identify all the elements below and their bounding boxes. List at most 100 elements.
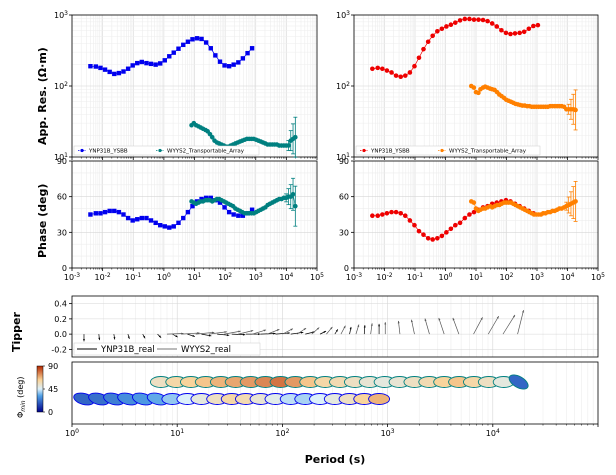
phase-axis-label: Phase (deg)	[36, 184, 49, 258]
text-layer: App. Res. (Ω·m) Phase (deg) Tipper Perio…	[10, 47, 365, 466]
colorbar-tick-label: 0	[48, 408, 53, 417]
app-res-yx-series-orange	[468, 83, 578, 131]
tipper-arrowhead	[384, 322, 387, 325]
tipper-arrow	[517, 310, 524, 335]
tipper-arrow	[411, 319, 415, 335]
tipper-arrow	[487, 315, 500, 335]
pt-tick-label: 103	[381, 428, 395, 438]
app-res-yx-data-point	[398, 74, 404, 80]
period-axis-label: Period (s)	[305, 453, 366, 466]
app-res-yx-data-point	[471, 17, 477, 22]
tipper-arrowhead	[98, 337, 101, 341]
app-res-yx-data-point	[393, 73, 399, 78]
phase-yx-series-orange	[468, 181, 578, 222]
phase-yx-tick-label: 105	[591, 272, 605, 282]
tipper-arrowhead	[335, 329, 338, 332]
tipper-series-1	[166, 310, 524, 335]
phase-xy-tick-label: 10-2	[95, 272, 111, 282]
phase-xy-ytick-label: 30	[57, 228, 67, 237]
tipper-arrowhead	[175, 335, 178, 338]
tipper-arrow	[424, 318, 430, 335]
legend-box	[73, 145, 260, 156]
pt-tick-label: 104	[486, 428, 500, 438]
app-res-xy-data-point	[153, 62, 158, 67]
app-res-xy-data-point	[144, 60, 149, 66]
app-res-xy-data-point	[88, 64, 93, 69]
tipper-series-0	[83, 323, 381, 342]
tipper-arrowhead	[343, 325, 346, 329]
phase-yx-data-point	[457, 220, 463, 226]
phase-yx-tick-label: 101	[469, 272, 483, 282]
tipper-arrow	[166, 333, 184, 335]
app-res-yx-data-point	[375, 65, 381, 71]
phase-yx-data-point	[393, 209, 399, 215]
phase-xy-data-point	[222, 205, 227, 210]
app-res-yx-ytick-label: 101	[336, 152, 350, 162]
tipper-arrowhead	[143, 335, 146, 339]
phase-yx-ytick-label: 60	[339, 193, 349, 202]
phase-xy-data-point	[139, 215, 144, 221]
phase-xy-data-point	[208, 195, 213, 201]
phase-xy-data-point	[121, 212, 126, 217]
app-res-yx-data-point	[407, 70, 413, 75]
app-res-yx-data-point	[370, 66, 375, 72]
phase-yx-data-point	[375, 213, 381, 218]
tipper-arrowhead	[323, 331, 327, 334]
phase-yx-data-point	[412, 222, 417, 228]
legend-entry: YNP31B_YSBB	[88, 149, 128, 155]
phase-xy-data-point	[181, 215, 186, 221]
phase-xy-ytick-label: 60	[57, 193, 67, 202]
app-res-xy-ytick-label: 101	[54, 152, 68, 162]
app-res-yx-data-point	[480, 17, 486, 23]
app-res-yx-series-red	[370, 16, 541, 80]
app-res-xy-data-point	[245, 50, 250, 56]
app-res-yx-series-line	[372, 18, 538, 78]
tipper-arrowhead	[242, 333, 246, 336]
app-res-xy-data-point	[181, 42, 186, 48]
phase-xy-data-point	[98, 211, 103, 216]
legend-box	[355, 145, 541, 156]
app-res-xy-ytick-label: 103	[54, 10, 68, 20]
app-res-yx-data-point	[425, 39, 431, 45]
tipper-arrow	[208, 331, 227, 335]
app-res-yx-data-point	[485, 18, 490, 24]
pt-tick-label: 100	[65, 428, 79, 438]
phase-xy-data-point	[102, 209, 108, 215]
app-res-xy-ytick-label: 102	[54, 81, 68, 91]
tipper-arrowhead	[522, 310, 524, 313]
app-res-xy-data-point	[162, 58, 167, 63]
tipper-arrowhead	[349, 326, 352, 330]
phase-xy-data-point	[236, 213, 241, 218]
app-res-yx-data-point	[471, 85, 477, 90]
phase-yx-series-line	[372, 199, 534, 240]
phase-yx-data-point	[430, 237, 435, 242]
app-res-xy-data-point	[139, 59, 144, 65]
legend-entry: YNP31B_YSBB	[370, 149, 410, 155]
app-res-yx-data-point	[430, 33, 435, 39]
phase-xy-tick-label: 104	[279, 272, 293, 282]
phase-xy-data-point	[162, 224, 167, 229]
phase-xy-data-point	[158, 223, 163, 228]
tipper-arrowhead	[273, 332, 276, 335]
phase-xy-series-blue	[88, 195, 255, 230]
phase-xy-data-point	[249, 207, 255, 212]
app-res-xy-data-point	[112, 71, 117, 77]
app-res-xy-data-point	[102, 67, 108, 72]
phase-yx-ytick-label: 30	[339, 228, 349, 237]
pt-tick-label: 101	[170, 428, 184, 438]
app-res-xy-data-point	[167, 54, 172, 59]
app-res-axis-label: App. Res. (Ω·m)	[36, 47, 49, 145]
app-res-yx-data-point	[389, 70, 394, 75]
app-res-yx-data-point	[489, 21, 495, 26]
app-res-yx-data-point	[439, 26, 445, 32]
app-res-xy-data-point	[203, 40, 209, 45]
tipper-frame	[71, 295, 599, 358]
legend-marker	[362, 148, 366, 153]
app-res-yx-data-point	[402, 73, 408, 78]
app-res-xy-data-point	[116, 70, 122, 76]
app-res-xy-data-point	[226, 64, 232, 69]
phase-xy-tick-label: 103	[249, 272, 263, 282]
app-res-yx-data-point	[435, 28, 440, 34]
tipper-axis-label: Tipper	[10, 312, 23, 352]
app-res-yx-data-point	[462, 16, 468, 22]
